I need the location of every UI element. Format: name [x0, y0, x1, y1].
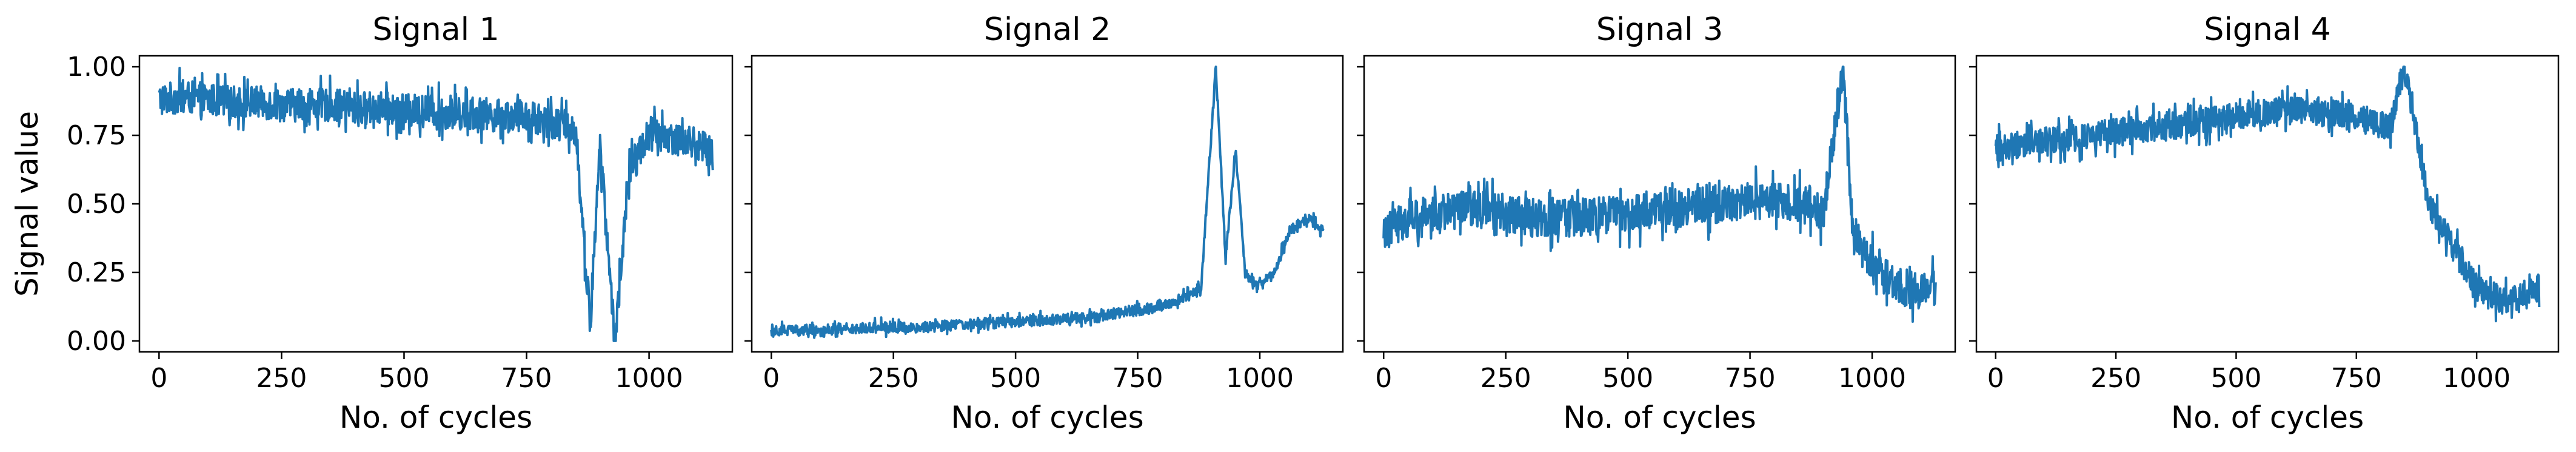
x-tick-label: 750: [501, 363, 552, 394]
series-line: [1382, 66, 1937, 323]
y-axis-label: Signal value: [10, 111, 45, 297]
chart-panel-3: Signal 3 0 250 500 750 1000 No. of cycles: [1357, 12, 1956, 435]
x-tick-label: 500: [378, 363, 429, 394]
x-tick-label: 250: [256, 363, 307, 394]
plot-frame: [1975, 55, 2560, 353]
x-tick-label: 0: [1375, 363, 1392, 394]
x-tick-label: 250: [2090, 363, 2141, 394]
x-tick-label: 750: [2331, 363, 2382, 394]
plot-frame: [751, 55, 1344, 353]
x-tick-label: 0: [1987, 363, 2004, 394]
chart-panel-1: Signal 1 0 250 500 750 1000 0.00 0.25 0.50 0.75 1.…: [10, 12, 734, 435]
x-tick-label: 1000: [1226, 363, 1294, 394]
series-line: [1994, 66, 2541, 323]
chart-panel-2: Signal 2 0 250 500 750 1000 No. of cycles: [744, 12, 1344, 435]
x-axis-label: No. of cycles: [1563, 400, 1756, 435]
x-axis-label: No. of cycles: [340, 400, 532, 435]
chart-panel-4: Signal 4 0 250 500 750 1000 No. of cycles: [1969, 12, 2560, 435]
x-tick-label: 250: [1480, 363, 1531, 394]
panel-title: Signal 4: [2204, 12, 2330, 48]
x-axis-label: No. of cycles: [951, 400, 1143, 435]
x-tick-label: 0: [150, 363, 167, 394]
series-line: [158, 67, 714, 342]
y-tick-label: 0.50: [67, 189, 126, 220]
x-tick-label: 750: [1725, 363, 1776, 394]
y-tick-label: 0.75: [67, 120, 126, 151]
x-tick-label: 1000: [2443, 363, 2511, 394]
series-line: [770, 66, 1325, 339]
x-tick-label: 250: [868, 363, 919, 394]
y-tick-label: 0.25: [67, 257, 126, 288]
panel-title: Signal 1: [372, 12, 499, 48]
panel-title: Signal 3: [1596, 12, 1723, 48]
y-tick-label: 0.00: [67, 326, 126, 357]
x-tick-label: 500: [2210, 363, 2261, 394]
chart-panels: Signal 1 0 250 500 750 1000 0.00 0.25 0.50 0.75 1.…: [10, 12, 2560, 435]
x-tick-label: 1000: [615, 363, 683, 394]
panel-title: Signal 2: [984, 12, 1111, 48]
x-axis-label: No. of cycles: [2171, 400, 2364, 435]
y-tick-label: 1.00: [67, 52, 126, 83]
x-tick-label: 500: [1602, 363, 1653, 394]
x-tick-label: 1000: [1838, 363, 1906, 394]
x-tick-label: 500: [990, 363, 1041, 394]
x-tick-label: 750: [1112, 363, 1163, 394]
x-tick-label: 0: [763, 363, 780, 394]
